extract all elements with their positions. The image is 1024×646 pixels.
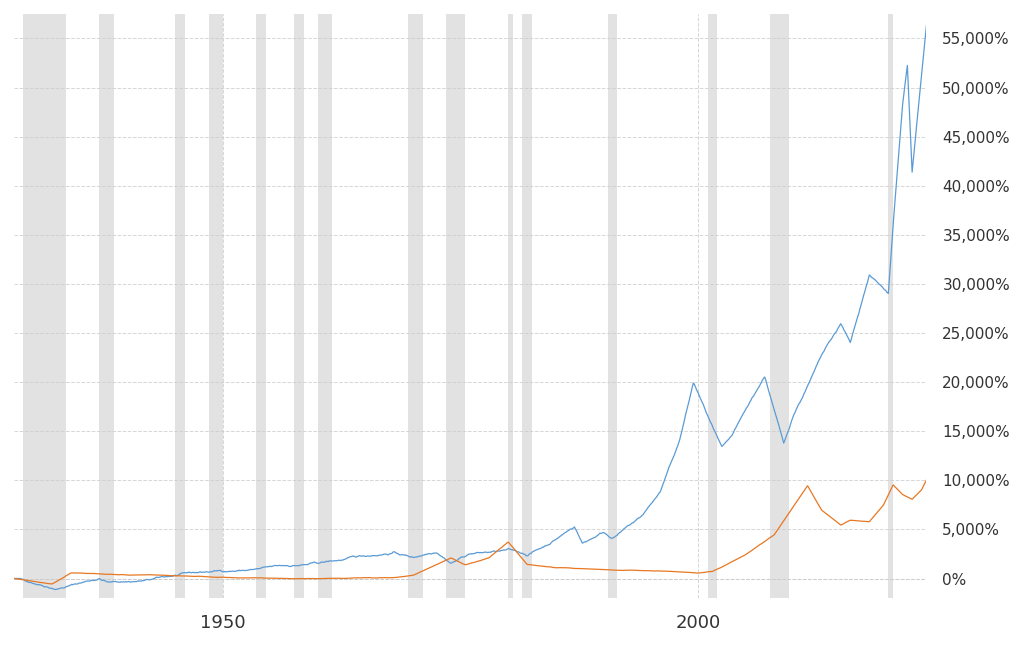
Bar [24,14,67,598]
Bar [209,14,223,598]
Bar [708,14,717,598]
Bar [256,14,266,598]
Bar [889,14,893,598]
Bar [508,14,513,598]
Bar [409,14,423,598]
Bar [770,14,788,598]
Bar [608,14,617,598]
Bar [446,14,465,598]
Bar [294,14,304,598]
Bar [318,14,333,598]
Bar [175,14,185,598]
Bar [99,14,114,598]
Bar [522,14,531,598]
